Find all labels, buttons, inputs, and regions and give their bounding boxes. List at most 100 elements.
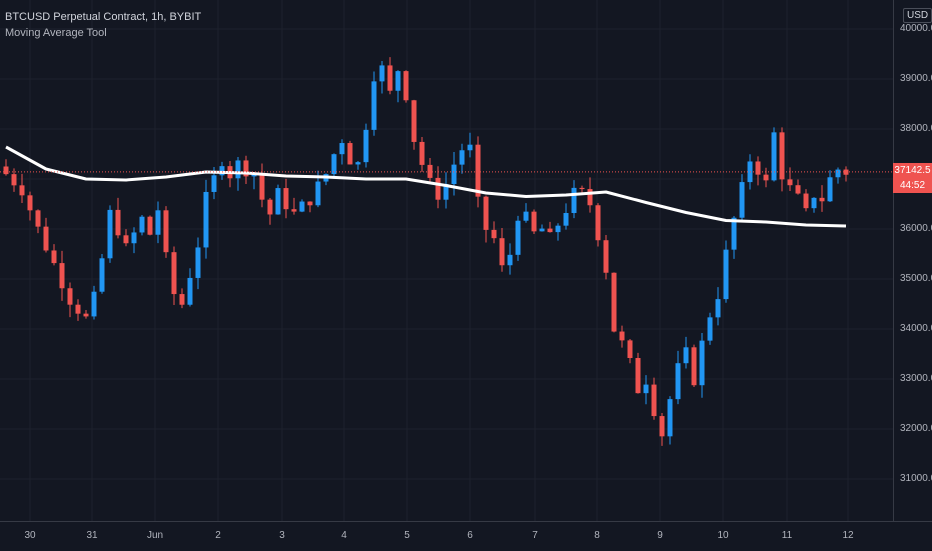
candle-body (115, 209, 121, 236)
candle-body (755, 161, 761, 175)
candle (467, 132, 473, 158)
candle-body (275, 188, 281, 215)
candle-body (603, 240, 609, 273)
candle (563, 203, 569, 230)
candle (27, 191, 33, 221)
candles (3, 57, 849, 446)
candle (571, 180, 577, 219)
candle (307, 201, 313, 213)
candle (595, 203, 601, 247)
indicator-title[interactable]: Moving Average Tool (5, 27, 107, 39)
candle-body (707, 317, 713, 341)
candle (179, 288, 185, 309)
candle (579, 185, 585, 194)
candle (835, 167, 841, 184)
candle (731, 216, 737, 259)
candle (443, 172, 449, 209)
candle (499, 228, 505, 272)
candle-body (83, 313, 89, 317)
candle (371, 71, 377, 136)
candle-body (283, 188, 289, 210)
candle (643, 375, 649, 405)
candle (451, 152, 457, 196)
candle-body (459, 150, 465, 165)
last-price-value: 37142.5 (894, 164, 931, 176)
candle (99, 253, 105, 294)
moving-average-layer (5, 145, 847, 228)
candle (699, 332, 705, 398)
candle-body (523, 211, 529, 221)
candle (651, 377, 657, 420)
candle (115, 197, 121, 239)
candle-body (59, 263, 65, 289)
candle-body (451, 164, 457, 185)
candle-body (347, 143, 353, 165)
time-tick-label: 30 (24, 530, 36, 541)
candle-body (379, 65, 385, 82)
candle-body (179, 294, 185, 305)
candle-body (795, 185, 801, 194)
candle (275, 184, 281, 215)
candle-body (3, 166, 9, 175)
candle-body (43, 226, 49, 251)
candle (51, 244, 57, 266)
candle-body (403, 71, 409, 101)
time-axis[interactable] (0, 521, 932, 551)
candle-body (811, 197, 817, 209)
candle (75, 299, 81, 321)
candle (715, 287, 721, 326)
candle (531, 209, 537, 234)
candle-body (435, 177, 441, 200)
grid-lines (0, 0, 893, 521)
price-axis[interactable] (893, 0, 932, 521)
candle-body (363, 129, 369, 163)
candle-body (667, 399, 673, 437)
candle (3, 159, 9, 176)
candle-body (571, 187, 577, 214)
candle (707, 312, 713, 345)
candle-body (619, 331, 625, 341)
candle-body (771, 132, 777, 181)
candle (723, 240, 729, 303)
candle-body (611, 272, 617, 332)
candle-body (395, 71, 401, 91)
candle (123, 229, 129, 247)
candle-body (187, 277, 193, 305)
symbol-title[interactable]: BTCUSD Perpetual Contract, 1h, BYBIT (5, 11, 202, 23)
moving-average-line (5, 145, 847, 228)
candle (739, 174, 745, 223)
time-tick-label: 9 (657, 530, 663, 541)
time-tick-label: 4 (341, 530, 347, 541)
time-tick-label: Jun (146, 530, 164, 541)
candle (187, 268, 193, 307)
price-tick-label: 35000.0 (900, 273, 932, 284)
candle-body (443, 184, 449, 200)
candle-body (835, 169, 841, 178)
candle-body (163, 210, 169, 253)
candle (131, 227, 137, 254)
candle (787, 167, 793, 192)
candle-body (355, 162, 361, 165)
currency-badge[interactable]: USD (903, 8, 932, 23)
candle (683, 336, 689, 369)
candle-body (739, 182, 745, 218)
candle-body (763, 174, 769, 181)
candle (19, 173, 25, 203)
candle (331, 153, 337, 179)
price-tick-label: 34000.0 (900, 323, 932, 334)
candle-body (803, 193, 809, 209)
candle (587, 177, 593, 213)
candle-body (299, 201, 305, 212)
candle (147, 215, 153, 236)
candle-body (211, 175, 217, 192)
candle (387, 57, 393, 95)
bar-countdown: 44:52 (899, 179, 926, 191)
last-price-label: 37142.5 44:52 (893, 162, 932, 193)
candle-body (731, 217, 737, 250)
candle (667, 396, 673, 445)
candle-body (643, 384, 649, 394)
candle (363, 123, 369, 168)
candle-body (715, 299, 721, 318)
